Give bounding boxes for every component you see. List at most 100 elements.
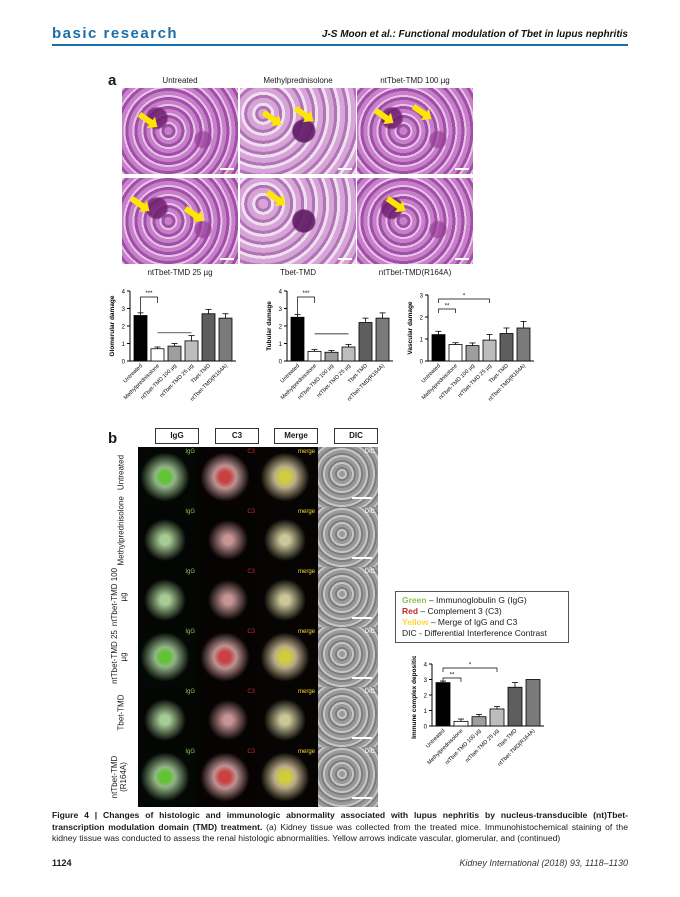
y-axis-label: Vascular damage xyxy=(407,301,414,354)
significance-bracket xyxy=(140,296,158,313)
column-header-igg: IgG xyxy=(155,428,199,444)
fluorescence-cell-c3: C3 xyxy=(198,507,258,567)
bar xyxy=(448,344,463,362)
scale-bar xyxy=(338,168,352,170)
cell-tag: IgG xyxy=(185,569,195,575)
section-label: basic research xyxy=(52,25,179,42)
row-label: Methylprednisolone xyxy=(116,496,126,566)
fluorescence-cell-c3: C3 xyxy=(198,687,258,747)
cell-tag: merge xyxy=(297,749,315,755)
legend-entry: Yellow – Merge of IgG and C3 xyxy=(402,617,518,627)
scale-bar xyxy=(352,737,372,739)
fluorescence-cell-merge: merge xyxy=(258,567,318,627)
micrograph-untreated xyxy=(122,88,238,174)
significance-label: *** xyxy=(302,291,310,297)
cell-tag: C3 xyxy=(247,629,255,635)
cell-tag: DIC xyxy=(364,749,375,755)
micrograph-caption: Methylprednisolone xyxy=(263,76,333,85)
fluorescence-cell-dic: DIC xyxy=(318,447,378,507)
row-label: ntTbet-TMD (R164A) xyxy=(110,755,128,799)
bar xyxy=(290,316,305,362)
fluorescence-cell-c3: C3 xyxy=(198,567,258,627)
running-title: J-S Moon et al.: Functional modulation o… xyxy=(321,29,628,40)
y-tick-label: 4 xyxy=(279,290,283,296)
cell-tag: C3 xyxy=(247,509,255,515)
significance-bracket xyxy=(442,677,462,682)
significance-bracket xyxy=(438,308,456,313)
fluorescence-cell-merge: merge xyxy=(258,747,318,807)
micrograph-caption: ntTbet-TMD(R164A) xyxy=(378,268,452,277)
y-tick-label: 4 xyxy=(424,663,428,669)
y-tick-label: 1 xyxy=(122,342,126,348)
panel-b-letter: b xyxy=(108,430,118,447)
y-tick-label: 2 xyxy=(279,325,283,331)
panel-a-letter: a xyxy=(108,72,117,89)
y-tick-label: 0 xyxy=(420,360,424,366)
micrograph-nttbet-100 xyxy=(357,88,473,174)
bar xyxy=(489,708,505,727)
cell-tag: IgG xyxy=(185,689,195,695)
row-label: Untreated xyxy=(116,454,126,491)
cell-tag: IgG xyxy=(185,749,195,755)
scale-bar xyxy=(352,797,372,799)
y-tick-label: 3 xyxy=(420,294,424,300)
fluorescence-cell-igg: IgG xyxy=(138,627,198,687)
column-header-c3: C3 xyxy=(215,428,259,444)
cell-tag: C3 xyxy=(247,569,255,575)
category-label: ntTbet-TMD 25 µg xyxy=(465,728,501,764)
legend-entry: DIC - Differential Interference Contrast xyxy=(402,628,547,638)
significance-label: * xyxy=(463,294,466,300)
cell-tag: C3 xyxy=(247,449,255,455)
scale-bar xyxy=(352,497,372,499)
scale-bar xyxy=(220,168,234,170)
column-header-dic: DIC xyxy=(334,428,378,444)
cell-tag: merge xyxy=(297,509,315,515)
cell-tag: DIC xyxy=(364,509,375,515)
bar xyxy=(184,340,199,362)
cell-tag: IgG xyxy=(185,449,195,455)
y-tick-label: 2 xyxy=(420,316,424,322)
bar xyxy=(507,686,523,727)
micrograph-methylprednisolone xyxy=(240,88,356,174)
row-label: Tbet-TMD xyxy=(116,694,126,731)
scale-bar xyxy=(338,258,352,260)
bar xyxy=(201,313,216,362)
page-number: 1124 xyxy=(52,858,72,868)
cell-tag: C3 xyxy=(247,689,255,695)
micrograph-caption: ntTbet-TMD 25 µg xyxy=(147,268,213,277)
legend-entry: Green – Immunoglobulin G (IgG) xyxy=(402,595,527,605)
y-tick-label: 2 xyxy=(122,325,126,331)
bar xyxy=(431,334,446,362)
micrograph-caption: Tbet-TMD xyxy=(280,268,316,277)
cell-tag: merge xyxy=(297,449,315,455)
fluorescence-cell-dic: DIC xyxy=(318,507,378,567)
fluorescence-cell-merge: merge xyxy=(258,507,318,567)
bar xyxy=(465,345,480,362)
significance-label: ** xyxy=(450,673,455,679)
fluorescence-cell-dic: DIC xyxy=(318,747,378,807)
cell-tag: merge xyxy=(297,689,315,695)
significance-bracket xyxy=(297,296,315,315)
figure-caption: Figure 4 | Changes of histologic and imm… xyxy=(52,810,628,845)
bar xyxy=(307,350,322,362)
y-tick-label: 2 xyxy=(424,694,428,700)
bar xyxy=(516,327,531,362)
fluorescence-cell-merge: merge xyxy=(258,687,318,747)
significance-bracket xyxy=(442,667,498,672)
bar xyxy=(358,322,373,362)
row-label: ntTbet-TMD 25 µg xyxy=(110,630,128,684)
fluorescence-cell-dic: DIC xyxy=(318,687,378,747)
fluorescence-cell-merge: merge xyxy=(258,447,318,507)
cell-tag: DIC xyxy=(364,569,375,575)
cell-tag: DIC xyxy=(364,629,375,635)
bar xyxy=(324,351,339,362)
y-axis-label: Glomerular damage xyxy=(109,295,116,356)
y-tick-label: 0 xyxy=(279,360,283,366)
cell-tag: DIC xyxy=(364,449,375,455)
y-tick-label: 0 xyxy=(424,725,428,731)
y-tick-label: 1 xyxy=(420,338,424,344)
scale-bar xyxy=(352,677,372,679)
